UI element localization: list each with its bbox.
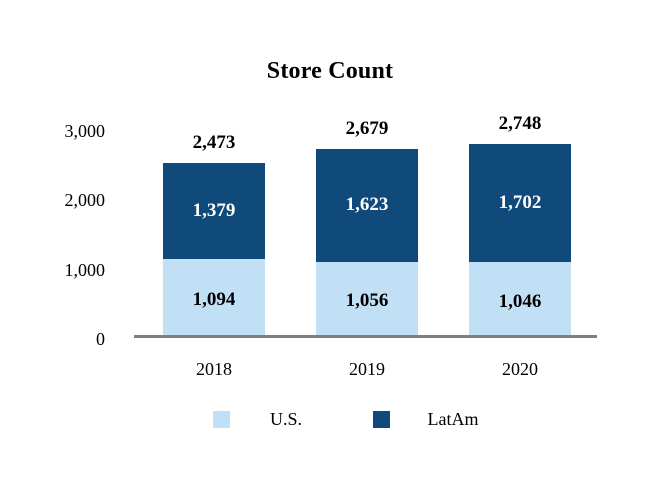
bar-total-2020: 2,748 (498, 113, 542, 134)
bar-value-us-2020: 1,046 (498, 290, 542, 312)
bar-segment-latam-2019: 1,623 (316, 148, 418, 262)
bar-value-latam-2020: 1,702 (498, 192, 542, 214)
bar-total-2018: 2,473 (192, 132, 236, 154)
x-axis-baseline (134, 335, 597, 338)
x-axis-label-2019: 2019 (349, 359, 385, 379)
legend-swatch-us (213, 411, 230, 428)
bar-segment-latam-2018: 1,379 (163, 163, 265, 259)
bar-segment-us-2018: 1,094 (163, 258, 265, 335)
bar-segment-us-2020: 1,046 (469, 262, 571, 335)
y-tick-3000: 3,000 (64, 120, 106, 141)
legend-swatch-latam (373, 411, 390, 428)
bar-value-us-2018: 1,094 (192, 288, 236, 310)
bar-segment-latam-2020: 1,702 (469, 144, 571, 263)
x-axis-label-2020: 2020 (502, 359, 538, 379)
y-tick-2000: 2,000 (64, 190, 106, 210)
bar-value-latam-2018: 1,379 (192, 200, 236, 222)
bar-value-latam-2019: 1,623 (345, 194, 389, 216)
y-tick-1000: 1,000 (64, 259, 106, 280)
legend-label-us: U.S. (269, 409, 302, 429)
bar-value-us-2019: 1,056 (345, 290, 389, 312)
x-axis-label-2018: 2018 (196, 359, 232, 379)
bar-segment-us-2019: 1,056 (316, 261, 418, 335)
bar-total-2019: 2,679 (345, 117, 389, 139)
y-tick-0: 0 (96, 329, 105, 349)
legend-label-latam: LatAm (427, 409, 479, 429)
chart-title: Store Count (266, 58, 394, 84)
